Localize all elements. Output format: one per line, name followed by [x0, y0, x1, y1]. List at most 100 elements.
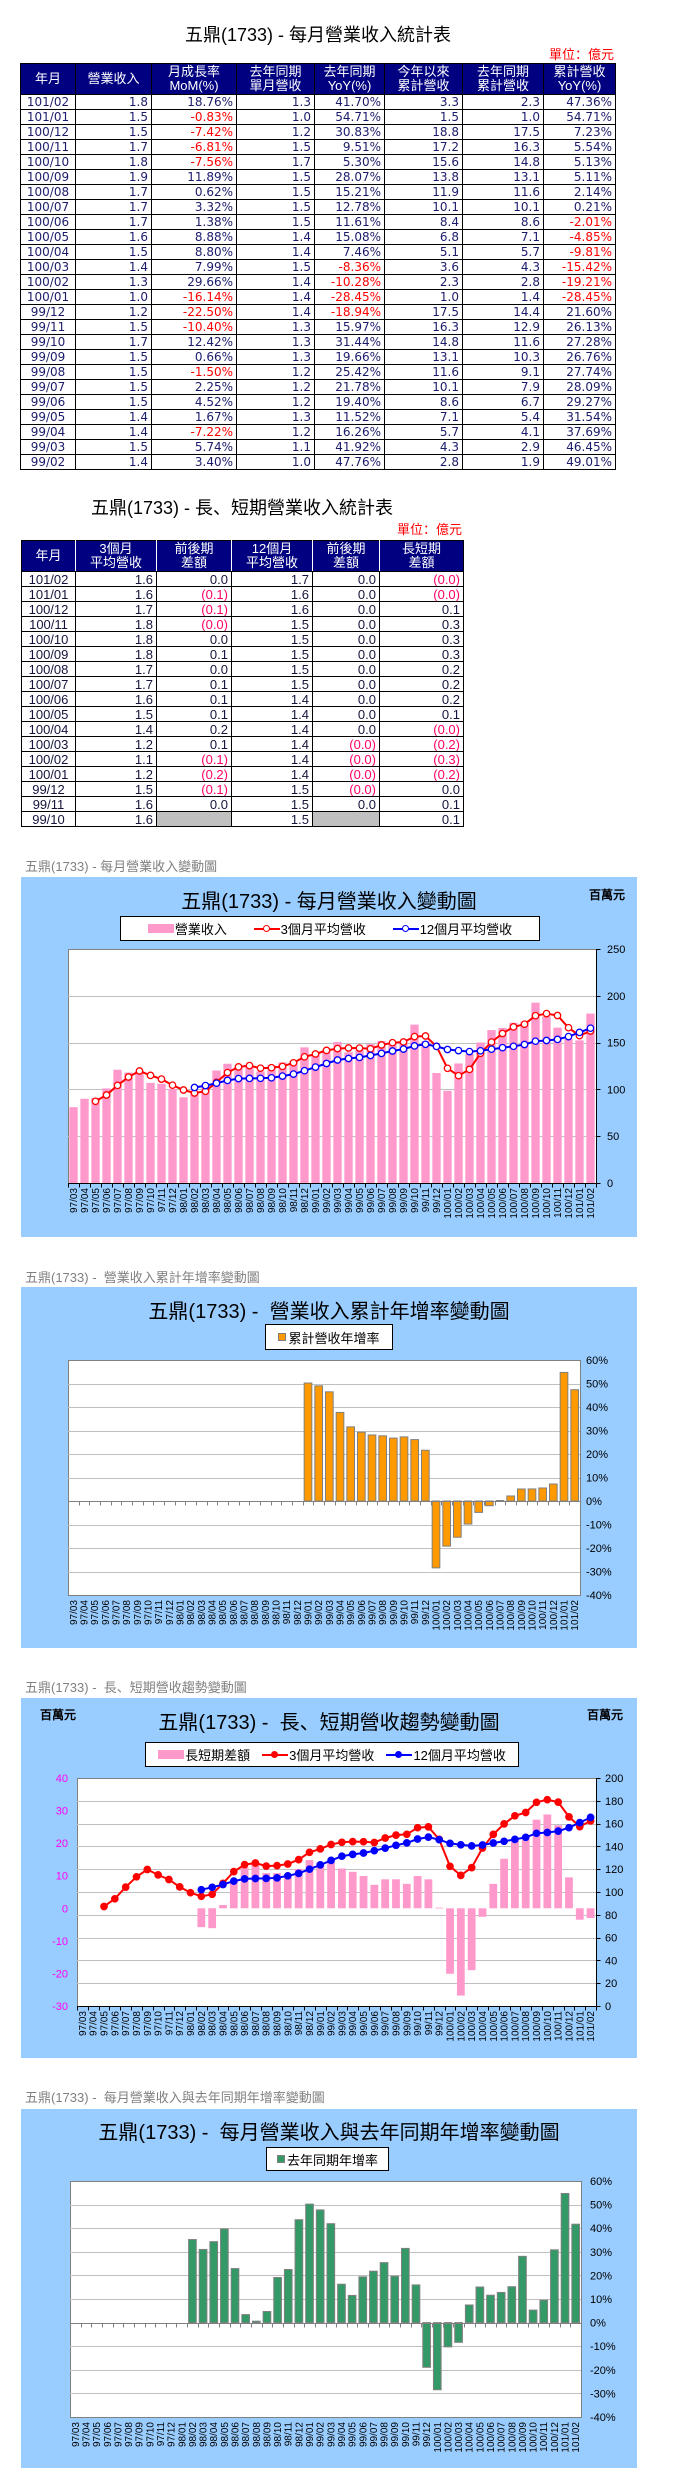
x-axis-tick-label: 97/10: [154, 2011, 165, 2036]
table-row: 100/08 1.7 0.0 1.5 0.0 0.2: [21, 661, 464, 677]
bar: [294, 2219, 304, 2324]
data-point-marker: [410, 1032, 419, 1041]
bar: [465, 1053, 474, 1183]
value-cell: 10.1: [462, 199, 544, 215]
value-cell: 12.9: [462, 319, 544, 335]
value-cell: 1.5: [231, 631, 313, 647]
data-point-marker: [267, 1063, 276, 1072]
value-cell: 37.69%: [543, 424, 616, 440]
value-cell: 18.76%: [151, 94, 237, 110]
value-cell: 3.3: [384, 94, 463, 110]
value-cell: -28.45%: [314, 289, 385, 305]
data-point-marker: [179, 1086, 188, 1094]
value-cell: 1.4: [462, 289, 544, 305]
value-cell: 1.5: [75, 379, 152, 395]
value-cell: 8.6: [384, 394, 463, 410]
monthly-revenue-table-title: 五鼎(1733) - 每月營業收入統計表: [184, 25, 452, 45]
value-cell: 5.1: [384, 244, 463, 260]
x-axis-tick-label: 99/08: [388, 1188, 399, 1213]
right-axis-tick-label: 40: [605, 1955, 617, 1967]
value-cell: 2.9: [462, 439, 544, 455]
x-axis-tick-label: 98/10: [273, 2422, 284, 2447]
data-point-marker: [435, 1835, 444, 1844]
column-header: 累計營收 YoY(%): [543, 63, 616, 95]
data-point-marker: [509, 1023, 518, 1031]
x-axis-tick-label: 100/06: [498, 1188, 509, 1219]
data-point-marker: [454, 1071, 463, 1080]
value-cell: 1.0: [384, 289, 463, 305]
x-axis-tick-label: 98/07: [240, 1600, 251, 1625]
data-point-marker: [234, 1063, 243, 1071]
value-cell: 1.7: [75, 601, 157, 617]
x-axis-tick-label: 97/09: [135, 1188, 146, 1213]
data-point-marker: [366, 1051, 375, 1060]
x-axis-tick-label: 97/10: [144, 1600, 155, 1625]
period-cell: 100/08: [21, 661, 76, 677]
data-point-marker: [338, 1852, 346, 1861]
right-axis-tick-label: 50: [607, 1131, 619, 1143]
x-axis-tick-label: 99/10: [400, 1600, 411, 1625]
table-row: 99/06 1.5 4.52% 1.2 19.40% 8.6 6.7 29.27%: [20, 394, 616, 410]
value-cell: 10.3: [462, 349, 544, 365]
right-axis-tick-label: -10%: [586, 1520, 612, 1532]
table-row: 100/08 1.7 0.62% 1.5 15.21% 11.9 11.6 2.14%: [20, 184, 616, 200]
value-cell: 19.66%: [314, 349, 385, 365]
bar: [554, 1825, 563, 1909]
period-cell: 100/04: [21, 721, 76, 737]
value-cell: 1.9: [75, 169, 152, 185]
data-point-marker: [564, 1023, 573, 1032]
x-axis-tick-label: 99/03: [326, 2422, 337, 2447]
x-axis-tick-label: 99/02: [314, 1600, 325, 1625]
data-point-marker: [338, 1838, 346, 1847]
data-point-marker: [413, 1823, 422, 1832]
value-cell: 1.4: [231, 706, 313, 722]
value-cell: 1.6: [75, 691, 157, 707]
x-axis-tick-label: 100/09: [532, 2011, 543, 2042]
value-cell: 21.78%: [314, 379, 385, 395]
value-cell: 18.8: [384, 124, 463, 140]
x-axis-tick-label: 99/04: [336, 1600, 347, 1625]
x-axis-tick-label: 97/05: [100, 2011, 111, 2036]
x-axis-tick-label: 97/11: [156, 2422, 167, 2447]
value-cell: 0.0: [312, 646, 380, 662]
data-point-marker: [467, 1863, 476, 1872]
x-axis-tick-label: 99/11: [424, 2011, 435, 2036]
bar: [359, 1876, 368, 1909]
legend-label: 12個月平均營收: [419, 922, 513, 937]
data-point-marker: [113, 1081, 122, 1090]
data-point-marker: [476, 1046, 485, 1055]
period-cell: 99/05: [20, 409, 76, 425]
value-cell: 1.4: [75, 454, 152, 470]
x-axis-tick-label: 100/01: [446, 2011, 457, 2042]
legend-item: 去年同期年增率: [276, 2150, 378, 2169]
period-cell: 99/12: [20, 304, 76, 320]
bar: [498, 1027, 507, 1183]
x-axis-tick-label: 98/04: [219, 2011, 230, 2036]
bar: [315, 2209, 325, 2324]
right-axis-tick-label: 0: [607, 1178, 613, 1190]
x-axis-tick-label: 97/04: [80, 1188, 91, 1213]
x-axis-tick-label: 98/09: [261, 1600, 272, 1625]
bar: [273, 2277, 282, 2324]
x-axis-tick-label: 97/08: [132, 2011, 143, 2036]
value-cell: 12.78%: [314, 199, 385, 215]
table-row: 100/02 1.3 29.66% 1.4 -10.28% 2.3 2.8 -19.21%: [20, 274, 616, 290]
x-axis-tick-label: 100/10: [529, 2422, 540, 2453]
value-cell: 5.74%: [151, 439, 237, 455]
x-axis-tick-label: 99/03: [337, 2011, 348, 2036]
period-cell: 101/02: [20, 94, 76, 110]
bar: [564, 1039, 573, 1183]
value-cell: 1.5: [231, 781, 313, 797]
value-cell: 1.8: [75, 646, 157, 662]
value-cell: 1.2: [75, 304, 152, 320]
data-point-marker: [251, 1859, 260, 1867]
x-axis-tick-label: 98/03: [208, 2011, 219, 2036]
x-axis-tick-label: 98/05: [220, 2422, 231, 2447]
data-point-marker: [456, 1871, 465, 1880]
legend-label: 累計營收年增率: [288, 1330, 380, 1346]
value-cell: 1.5: [231, 646, 313, 662]
column-header: 前後期 差額: [312, 540, 380, 572]
value-cell: 27.74%: [543, 364, 616, 380]
bar: [289, 1060, 298, 1183]
x-axis-tick-label: 100/11: [554, 2011, 565, 2041]
